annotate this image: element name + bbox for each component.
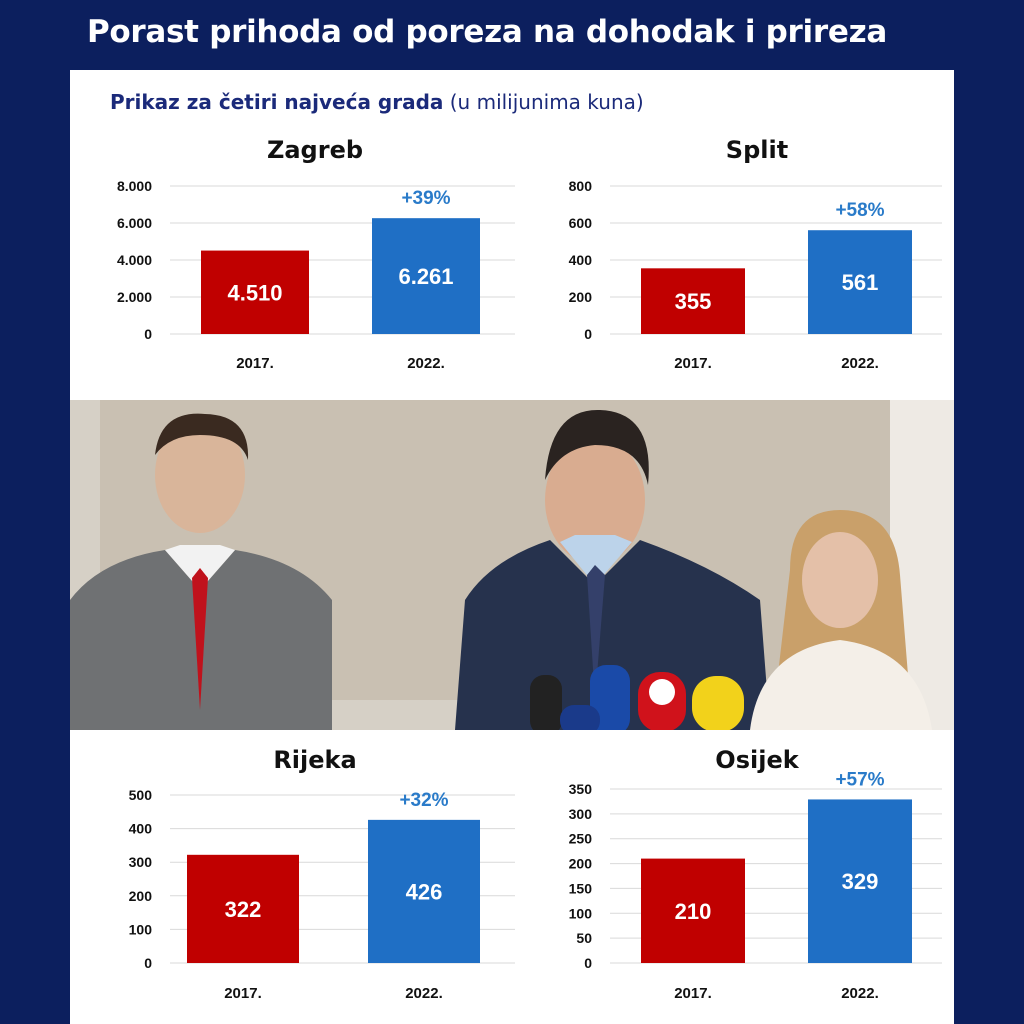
y-tick-label: 500 (129, 787, 153, 803)
chart-svg: Osijek 0 50 100 150 200 250 300 350 210 2017. 329 20… (569, 746, 942, 1002)
press-conference-photo (70, 400, 954, 730)
growth-label: +57% (835, 769, 884, 790)
bar-2017 (641, 858, 745, 963)
y-tick-label: 350 (569, 781, 593, 797)
x-tick-label: 2022. (405, 985, 443, 1002)
x-tick-label: 2017. (674, 985, 712, 1002)
chart-title: Split (726, 136, 788, 164)
chart-split: Split 0 200 400 600 800 355 2017. 561 2022. +58% (555, 128, 955, 378)
y-tick-label: 50 (576, 930, 592, 946)
x-tick-label: 2017. (674, 355, 712, 372)
page-title: Porast prihoda od poreza na dohodak i pr… (87, 14, 887, 50)
y-tick-label: 0 (584, 326, 592, 342)
y-tick-label: 8.000 (117, 178, 152, 194)
y-tick-label: 300 (129, 854, 153, 870)
growth-label: +39% (401, 188, 450, 209)
y-tick-label: 0 (144, 326, 152, 342)
data-label: 329 (842, 869, 879, 894)
y-tick-label: 4.000 (117, 252, 152, 268)
subtitle-bold: Prikaz za četiri najveća grada (110, 90, 444, 114)
data-label: 561 (842, 270, 879, 295)
data-label: 4.510 (227, 280, 282, 305)
person-left (70, 413, 332, 730)
y-tick-label: 250 (569, 831, 593, 847)
x-tick-label: 2017. (224, 985, 262, 1002)
y-tick-label: 100 (569, 905, 593, 921)
y-tick-label: 400 (569, 252, 593, 268)
y-tick-label: 6.000 (117, 215, 152, 231)
subtitle: Prikaz za četiri najveća grada (u miliju… (110, 90, 644, 114)
chart-svg: Rijeka 0 100 200 300 400 500 322 2017. 426 2022. +3… (129, 746, 515, 1002)
chart-title: Rijeka (273, 746, 356, 774)
data-label: 355 (675, 289, 712, 314)
header-bar: Porast prihoda od poreza na dohodak i pr… (70, 0, 954, 72)
chart-svg: Zagreb 0 2.000 4.000 6.000 8.000 4.510 2017. 6.2… (117, 136, 515, 372)
data-label: 210 (675, 899, 712, 924)
microphones (530, 665, 744, 730)
x-tick-label: 2017. (236, 355, 274, 372)
chart-zagreb: Zagreb 0 2.000 4.000 6.000 8.000 4.510 2017. 6.2… (100, 128, 530, 378)
bar-2022 (808, 230, 912, 334)
data-label: 426 (406, 879, 443, 904)
chart-svg: Split 0 200 400 600 800 355 2017. 561 2022. +58% (569, 136, 942, 372)
person-right (750, 510, 932, 730)
data-label: 322 (225, 897, 262, 922)
y-tick-label: 600 (569, 215, 593, 231)
bar-2022 (368, 819, 480, 963)
x-tick-label: 2022. (841, 985, 879, 1002)
y-tick-label: 0 (144, 955, 152, 971)
y-tick-label: 200 (569, 856, 593, 872)
data-label: 6.261 (398, 264, 453, 289)
bar-2022 (808, 799, 912, 963)
y-tick-label: 2.000 (117, 289, 152, 305)
y-tick-label: 200 (129, 888, 153, 904)
y-tick-label: 200 (569, 289, 593, 305)
y-tick-label: 300 (569, 806, 593, 822)
y-tick-label: 0 (584, 955, 592, 971)
y-tick-label: 100 (129, 921, 153, 937)
chart-rijeka: Rijeka 0 100 200 300 400 500 322 2017. 426 2022. +3… (100, 738, 530, 1003)
x-tick-label: 2022. (407, 355, 445, 372)
bar-2017 (201, 250, 309, 334)
growth-label: +58% (835, 200, 884, 221)
bar-2017 (641, 268, 745, 334)
y-tick-label: 150 (569, 880, 593, 896)
y-tick-label: 400 (129, 821, 153, 837)
subtitle-unit: (u milijunima kuna) (449, 90, 644, 114)
chart-title: Osijek (715, 746, 799, 774)
x-tick-label: 2022. (841, 355, 879, 372)
chart-title: Zagreb (267, 136, 363, 164)
y-tick-label: 800 (569, 178, 593, 194)
bar-2017 (187, 854, 299, 963)
growth-label: +32% (399, 790, 448, 811)
bar-2022 (372, 218, 480, 334)
chart-osijek: Osijek 0 50 100 150 200 250 300 350 210 2017. 329 20… (555, 738, 955, 1003)
